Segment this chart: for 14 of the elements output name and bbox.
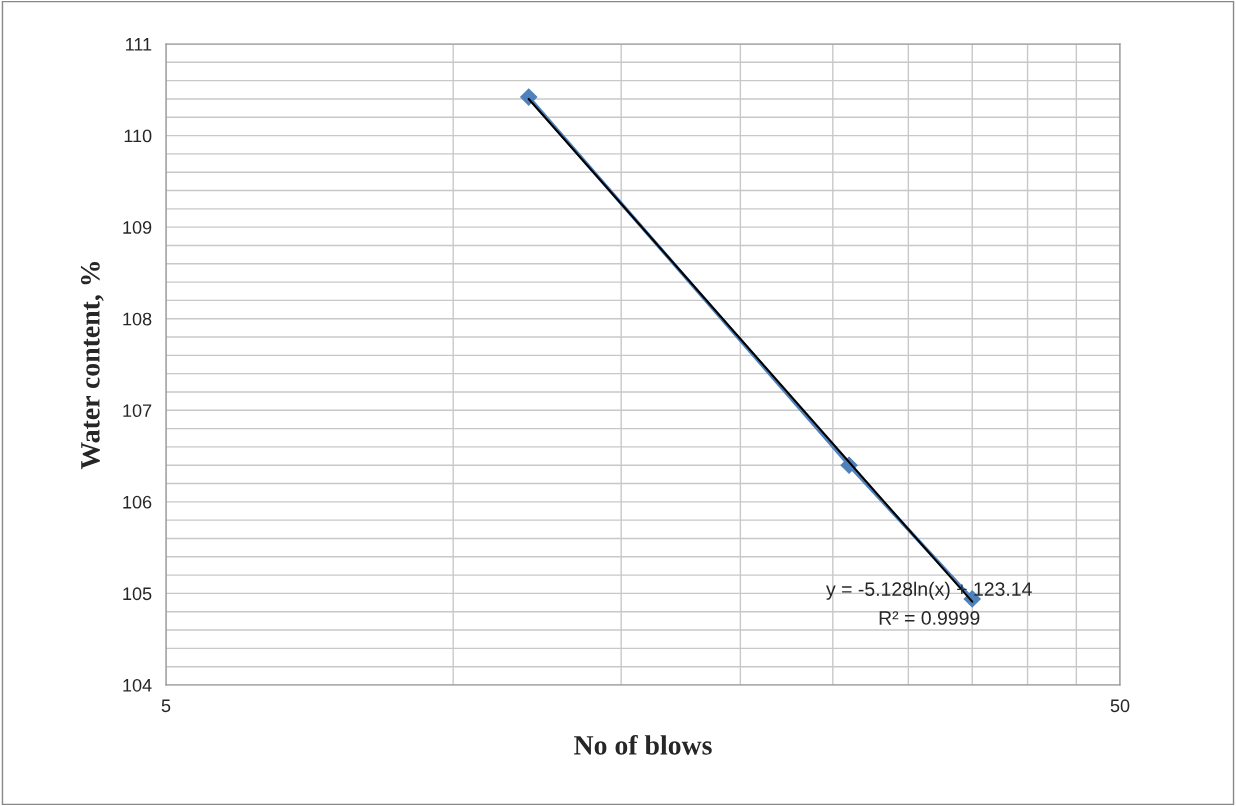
y-tick-label: 107 [123,404,152,418]
y-tick-label: 105 [123,587,152,601]
x-axis-title: No of blows [574,734,712,755]
y-axis-title: Water content, % [80,262,104,470]
y-tick-label: 111 [126,38,152,51]
y-tick-label: 104 [123,678,152,692]
y-tick-label: 108 [123,312,152,326]
x-tick-label: 5 [161,699,171,713]
y-tick-label: 110 [124,129,152,143]
annotation: R² = 0.9999 [879,611,980,625]
y-tick-label: 109 [123,221,152,234]
y-tick-label: 106 [123,495,152,509]
x-tick-label: 50 [1110,699,1130,713]
annotation: y = -5.128ln(x) + 123.14 [826,581,1032,600]
